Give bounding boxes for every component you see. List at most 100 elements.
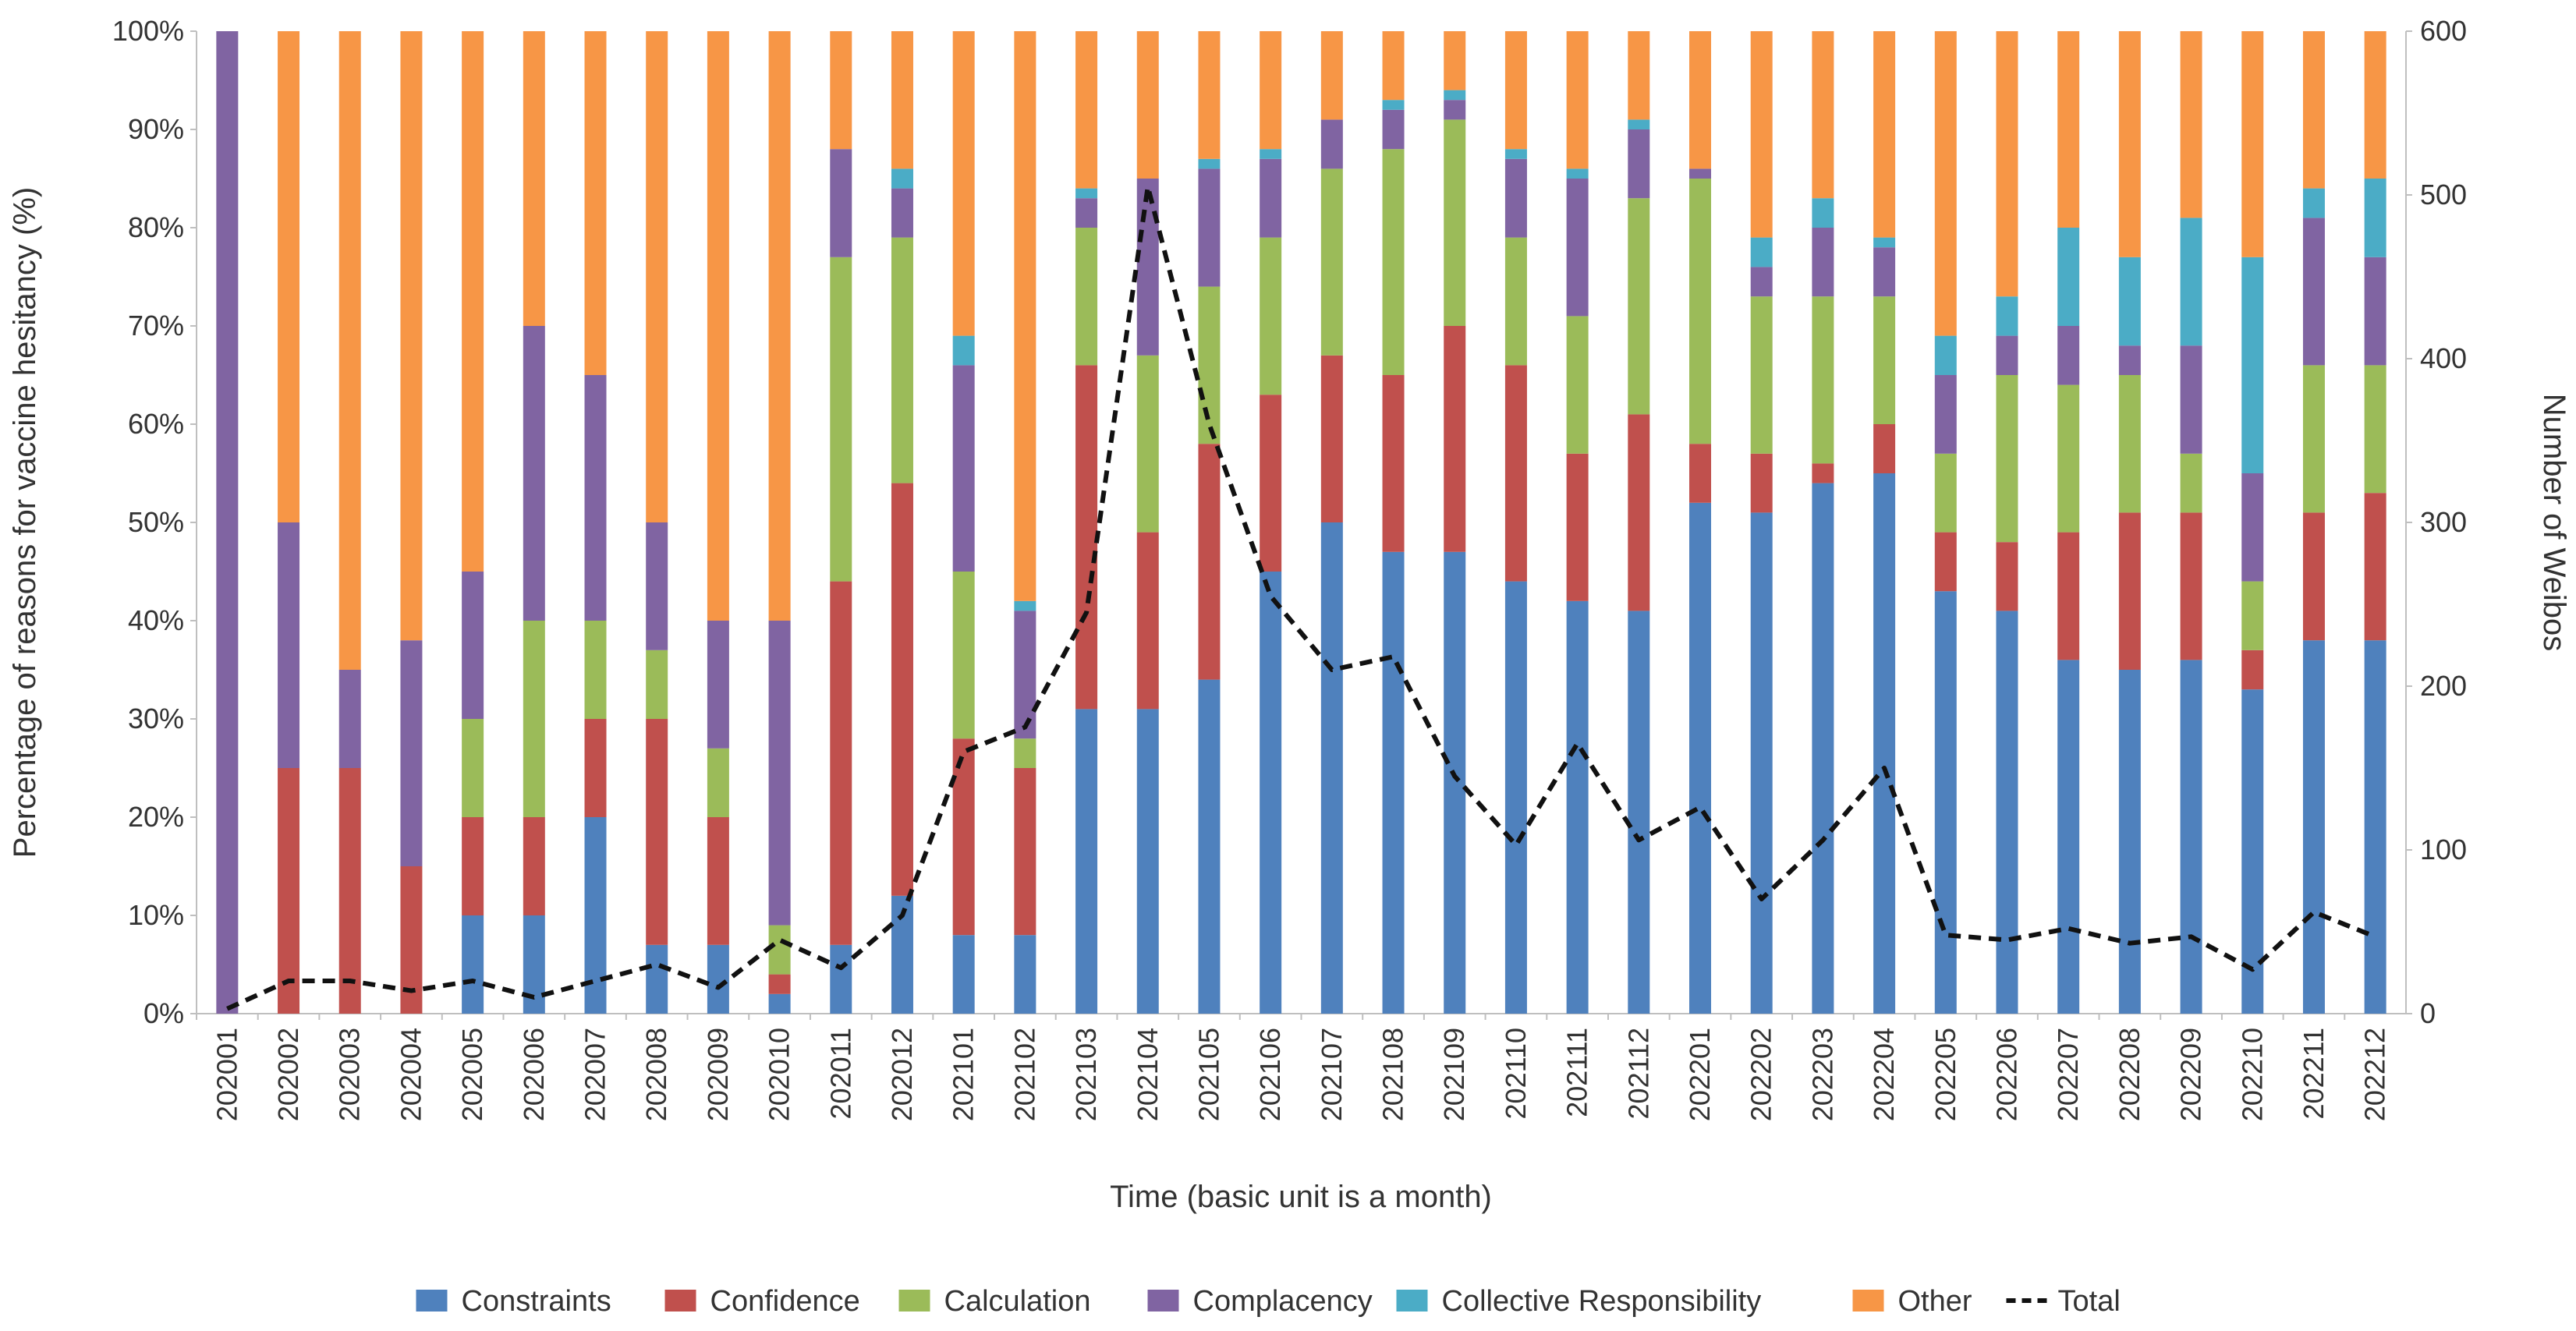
x-tick-label: 202204 — [1868, 1028, 1900, 1121]
bar-other — [584, 31, 607, 375]
bar-other — [2057, 31, 2080, 228]
x-tick-label: 202112 — [1622, 1028, 1654, 1119]
bar-stack-202112 — [1628, 31, 1650, 1014]
bar-confidence — [2241, 650, 2264, 690]
bar-constraints — [1198, 679, 1221, 1014]
y-tick-label: 90% — [128, 113, 184, 145]
bar-complacency — [1320, 119, 1343, 169]
bar-collective-responsibility — [1198, 158, 1221, 169]
bar-confidence — [1014, 768, 1036, 936]
bar-other — [523, 31, 545, 326]
bar-confidence — [1444, 326, 1466, 552]
bar-other — [278, 31, 300, 522]
bar-stack-202012 — [891, 31, 913, 1014]
y-tick-label: 60% — [128, 408, 184, 440]
bar-calculation — [830, 257, 852, 582]
x-tick-label: 202004 — [395, 1028, 427, 1121]
bar-stack-202108 — [1382, 31, 1405, 1014]
bar-other — [2118, 31, 2141, 257]
bar-confidence — [338, 768, 361, 1014]
bar-other — [646, 31, 668, 522]
bar-other — [1689, 31, 1712, 169]
y-tick-label: 50% — [128, 506, 184, 538]
legend-swatch-calculation — [898, 1290, 930, 1312]
bar-collective-responsibility — [1750, 237, 1773, 267]
y2-tick-label: 300 — [2420, 506, 2467, 538]
bar-other — [1566, 31, 1589, 169]
x-tick-label: 202007 — [579, 1028, 611, 1121]
bar-complacency — [400, 640, 423, 866]
legend-label-collective-responsibility: Collective Responsibility — [1442, 1285, 1762, 1318]
x-tick-label: 202008 — [640, 1028, 672, 1121]
bar-calculation — [1750, 296, 1773, 454]
bar-other — [1014, 31, 1036, 601]
bar-calculation — [1075, 228, 1098, 366]
legend-label-other: Other — [1898, 1285, 1972, 1318]
bar-confidence — [1812, 463, 1834, 483]
bar-confidence — [462, 817, 484, 915]
bar-constraints — [462, 915, 484, 1014]
bar-calculation — [1934, 453, 1957, 533]
bar-confidence — [952, 738, 975, 936]
bar-confidence — [523, 817, 545, 915]
bar-stack-202001 — [216, 31, 239, 1014]
bar-constraints — [1750, 512, 1773, 1014]
y2-tick-label: 500 — [2420, 179, 2467, 211]
x-tick-label: 202107 — [1316, 1028, 1348, 1121]
bar-other — [1750, 31, 1773, 238]
bar-stack-202005 — [462, 31, 484, 1014]
legend-label-calculation: Calculation — [944, 1285, 1091, 1318]
legend-swatch-complacency — [1147, 1290, 1179, 1312]
x-tick-label: 202001 — [211, 1028, 243, 1121]
bar-complacency — [2057, 326, 2080, 385]
bar-other — [1996, 31, 2018, 297]
bar-other — [1382, 31, 1405, 101]
bar-calculation — [1014, 738, 1036, 768]
bar-collective-responsibility — [1873, 237, 1896, 248]
y-tick-label: 40% — [128, 604, 184, 636]
x-tick-label: 202104 — [1132, 1028, 1164, 1121]
bar-confidence — [1873, 424, 1896, 473]
bar-stack-202210 — [2241, 31, 2264, 1014]
legend-label-confidence: Confidence — [710, 1285, 860, 1318]
bar-calculation — [1260, 237, 1282, 395]
bar-confidence — [1382, 375, 1405, 552]
y2-tick-label: 400 — [2420, 342, 2467, 374]
x-tick-label: 202209 — [2175, 1028, 2207, 1121]
y2-axis-title: Number of Weibos — [2537, 394, 2571, 652]
bar-confidence — [1628, 414, 1650, 611]
bar-constraints — [1260, 572, 1282, 1014]
bar-confidence — [1260, 395, 1282, 572]
bar-collective-responsibility — [2364, 179, 2386, 257]
bar-calculation — [2118, 375, 2141, 513]
bar-complacency — [2241, 473, 2264, 582]
bar-stack-202111 — [1566, 31, 1589, 1014]
bar-complacency — [338, 670, 361, 768]
bar-confidence — [1504, 365, 1527, 582]
bar-calculation — [2241, 581, 2264, 650]
y-tick-label: 70% — [128, 310, 184, 342]
bar-constraints — [830, 944, 852, 1014]
bar-collective-responsibility — [2118, 257, 2141, 346]
bar-confidence — [1198, 444, 1221, 680]
bar-constraints — [1996, 611, 2018, 1014]
x-tick-label: 202110 — [1500, 1028, 1532, 1119]
legend-swatch-collective-responsibility — [1396, 1290, 1428, 1312]
bar-other — [707, 31, 729, 621]
bar-confidence — [2302, 512, 2325, 641]
bar-calculation — [2057, 384, 2080, 533]
bar-calculation — [2364, 365, 2386, 494]
legend-label-constraints: Constraints — [462, 1285, 611, 1318]
bar-other — [830, 31, 852, 150]
bar-complacency — [707, 621, 729, 749]
y-axis-title: Percentage of reasons for vaccine hesita… — [8, 187, 42, 858]
bar-stack-202007 — [584, 31, 607, 1014]
bar-stack-202204 — [1873, 31, 1896, 1014]
y-tick-label: 80% — [128, 211, 184, 243]
x-tick-label: 202102 — [1008, 1028, 1040, 1121]
bar-complacency — [891, 188, 913, 238]
bar-collective-responsibility — [891, 168, 913, 189]
bar-other — [1934, 31, 1957, 336]
bar-calculation — [768, 925, 791, 975]
